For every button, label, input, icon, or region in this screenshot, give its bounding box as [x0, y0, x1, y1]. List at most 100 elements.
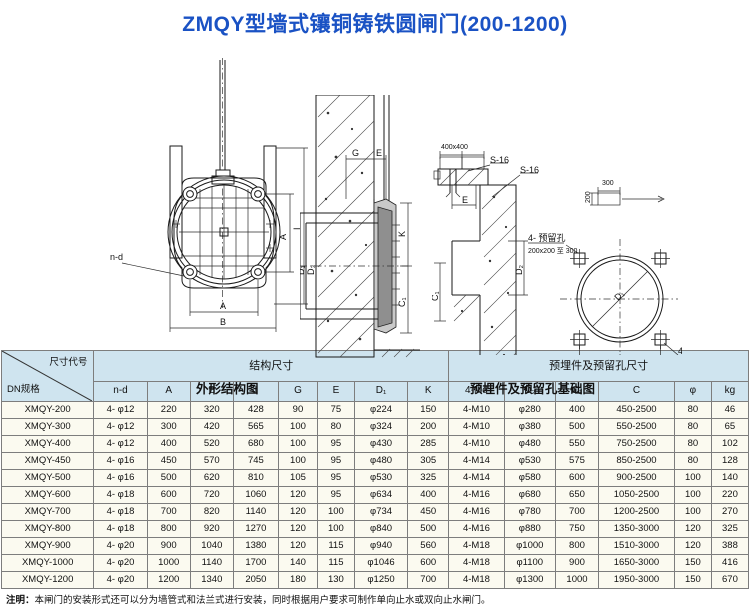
wall-section-drawing: G E D₁ D₃ K C₁ [300, 95, 420, 358]
cell-D1: φ634 [353, 486, 409, 504]
caption-right: 预埋件及预留孔基础图 [470, 382, 596, 396]
cell-C: 1650-3000 [598, 554, 675, 572]
cell-phi: 120 [673, 520, 712, 538]
cell-phi: 80 [673, 418, 712, 436]
cell-Md: 4-M10 [448, 435, 505, 453]
label-E: E [376, 148, 382, 158]
label-reserved-hole: 4- 预留孔 [528, 232, 566, 243]
cell-G: 90 [277, 401, 318, 419]
table-row: XMQY-400 4- φ12 400 520 680 100 95 φ430 … [0, 435, 750, 453]
cell-I: 1270 [232, 520, 279, 538]
col-header-kg: kg [710, 380, 750, 403]
cell-K: 600 [407, 554, 450, 572]
cell-D2: φ580 [503, 469, 556, 487]
cell-A: 220 [146, 401, 191, 419]
cell-phi: 100 [673, 503, 712, 521]
cell-G: 120 [277, 537, 318, 555]
cell-kg: 670 [710, 571, 750, 589]
cell-A: 700 [146, 503, 191, 521]
cell-D1: φ1250 [353, 571, 409, 589]
cell-D2: φ280 [503, 401, 556, 419]
cell-kg: 325 [710, 520, 750, 538]
cell-C1: 1000 [554, 571, 600, 589]
cell-dn: XMQY-500 [0, 469, 95, 487]
cell-G: 120 [277, 486, 318, 504]
cell-kg: 128 [710, 452, 750, 470]
page-title: ZMQY型墙式镶铜铸铁圆闸门(200-1200) [182, 13, 568, 36]
label-s16-top: S-16 [490, 155, 509, 165]
label-200: 200 [585, 191, 592, 203]
footnote: 注明：本闸门的安装形式还可以分为墙管式和法兰式进行安装，同时根据用户要求可制作单… [6, 594, 750, 608]
label-G: G [352, 148, 359, 158]
cell-D1: φ840 [353, 520, 409, 538]
cell-I: 1060 [232, 486, 279, 504]
cell-dn: XMQY-800 [0, 520, 95, 538]
table-row: XMQY-300 4- φ12 300 420 565 100 80 φ324 … [0, 418, 750, 436]
cell-dn: XMQY-450 [0, 452, 95, 470]
cell-kg: 270 [710, 503, 750, 521]
cell-D2: φ1300 [503, 571, 556, 589]
cell-D1: φ224 [353, 401, 409, 419]
cell-C1: 575 [554, 452, 600, 470]
cell-kg: 65 [710, 418, 750, 436]
cell-A: 400 [146, 435, 191, 453]
cell-B: 720 [189, 486, 234, 504]
cell-Md: 4-M14 [448, 469, 505, 487]
cell-kg: 416 [710, 554, 750, 572]
cell-E: 115 [316, 554, 355, 572]
cell-Md: 4-M16 [448, 503, 505, 521]
cell-kg: 140 [710, 469, 750, 487]
cell-nd: 4- φ20 [93, 554, 148, 572]
cell-B: 420 [189, 418, 234, 436]
cell-B: 820 [189, 503, 234, 521]
cell-G: 120 [277, 520, 318, 538]
cell-I: 810 [232, 469, 279, 487]
cell-K: 285 [407, 435, 450, 453]
cell-Md: 4-M18 [448, 571, 505, 589]
footnote-text: 本闸门的安装形式还可以分为墙管式和法兰式进行安装，同时根据用户要求可制作单向止水… [34, 595, 491, 606]
corner-label-top: 尺寸代号 [49, 357, 88, 368]
cell-phi: 80 [673, 452, 712, 470]
cell-E: 95 [316, 486, 355, 504]
cell-nd: 4- φ16 [93, 452, 148, 470]
cell-dn: XMQY-1000 [0, 554, 95, 572]
cell-Md: 4-M18 [448, 537, 505, 555]
table-corner-cell: 尺寸代号 DN规格 [0, 350, 95, 402]
label-B-horz: B [220, 317, 226, 327]
label-hole-size: 200x200 至 300 [528, 247, 578, 255]
cell-I: 1380 [232, 537, 279, 555]
cell-phi: 80 [673, 401, 712, 419]
cell-Md: 4-M16 [448, 486, 505, 504]
cell-Md: 4-M18 [448, 554, 505, 572]
label-D2-pier: D₂ [514, 265, 524, 275]
cell-E: 80 [316, 418, 355, 436]
group-header-embedded: 预埋件及预留孔尺寸 [448, 350, 749, 382]
table-row: XMQY-450 4- φ16 450 570 745 100 95 φ480 … [0, 452, 750, 470]
cell-A: 450 [146, 452, 191, 470]
cell-nd: 4- φ12 [93, 418, 148, 436]
cell-E: 95 [316, 452, 355, 470]
cell-kg: 220 [710, 486, 750, 504]
table-row: XMQY-900 4- φ20 900 1040 1380 120 115 φ9… [0, 537, 750, 555]
col-header-D1: D₁ [353, 380, 409, 403]
label-D3-section: D₃ [306, 265, 316, 275]
label-s16-bottom: S-16 [520, 165, 539, 175]
cell-E: 130 [316, 571, 355, 589]
cell-D1: φ480 [353, 452, 409, 470]
cell-E: 95 [316, 435, 355, 453]
cell-B: 920 [189, 520, 234, 538]
cell-D2: φ680 [503, 486, 556, 504]
drawings-area: n-d A I A B [0, 40, 750, 396]
cell-G: 100 [277, 435, 318, 453]
footnote-label: 注明： [6, 595, 35, 606]
cell-K: 200 [407, 418, 450, 436]
cell-D2: φ380 [503, 418, 556, 436]
cell-G: 140 [277, 554, 318, 572]
cell-G: 120 [277, 503, 318, 521]
col-header-C: C [598, 380, 675, 403]
cell-K: 325 [407, 469, 450, 487]
cell-C: 750-2500 [598, 435, 675, 453]
cell-C1: 650 [554, 486, 600, 504]
cell-K: 400 [407, 486, 450, 504]
embedded-parts-drawing: 400x400 S-16 S-16 E [432, 144, 682, 355]
